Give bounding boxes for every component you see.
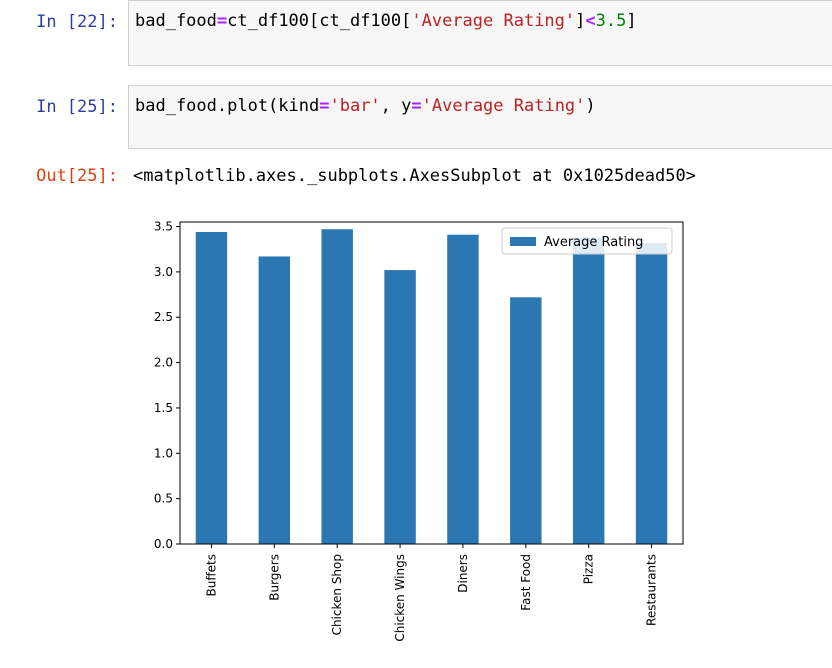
input-prompt: In [22]: xyxy=(36,12,118,32)
chart-bar xyxy=(572,237,605,544)
code-operator: = xyxy=(319,96,330,116)
chart-bar xyxy=(447,234,479,544)
code-operator: = xyxy=(216,11,228,31)
bar-chart: 0.0 0.5 1.0 1.5 2.0 2.5 3.0 3.5 Buffets Burgers Ch… xyxy=(154,220,684,642)
y-tick-label: 2.5 xyxy=(154,310,173,324)
code-editor[interactable]: bad_food.plot(kind='bar', y='Average Rat… xyxy=(128,85,832,149)
axes-frame xyxy=(179,221,684,545)
x-tick-label: Restaurants xyxy=(645,554,659,626)
code-token: bad_food.plot(kind xyxy=(135,96,320,116)
chart-bar xyxy=(195,231,228,544)
output-prompt: Out[25]: xyxy=(36,166,118,186)
code-token: ct_df100[ct_df100[ xyxy=(227,11,412,31)
code-token: ] xyxy=(626,11,637,31)
chart-bar xyxy=(635,242,668,544)
chart-bar xyxy=(321,229,353,544)
x-tick-label: Chicken Shop xyxy=(330,554,344,635)
y-tick-label: 3.0 xyxy=(154,265,173,279)
code-number: 3.5 xyxy=(595,11,627,31)
y-tick-label: 3.5 xyxy=(154,220,173,234)
code-token: bad_food xyxy=(135,11,217,31)
legend-label: Average Rating xyxy=(544,235,643,250)
code-string: 'Average Rating' xyxy=(421,96,586,116)
code-cell-2[interactable]: In [25]: bad_food.plot(kind='bar', y='Av… xyxy=(0,85,832,151)
y-tick-label: 1.5 xyxy=(154,401,173,415)
y-tick-label: 1.0 xyxy=(154,446,173,460)
code-token: ] xyxy=(575,11,586,31)
x-tick-label: Pizza xyxy=(582,554,596,584)
input-prompt: In [25]: xyxy=(36,97,118,117)
y-tick-label: 2.0 xyxy=(154,356,173,370)
chart-bar xyxy=(384,270,416,544)
chart-bar xyxy=(510,297,542,544)
code-operator: = xyxy=(411,96,422,116)
legend-box xyxy=(501,227,673,255)
output-text: <matplotlib.axes._subplots.AxesSubplot a… xyxy=(133,166,696,186)
legend-swatch xyxy=(510,237,536,246)
code-string: 'bar' xyxy=(329,96,381,116)
code-editor[interactable]: bad_food=ct_df100[ct_df100['Average Rati… xyxy=(128,0,832,66)
x-tick-label: Diners xyxy=(456,554,470,593)
code-operator: < xyxy=(585,11,596,31)
chart-bar xyxy=(258,256,291,544)
x-tick-label: Buffets xyxy=(204,554,218,596)
y-tick-label: 0.5 xyxy=(154,492,173,506)
x-tick-label: Chicken Wings xyxy=(393,554,407,642)
x-tick-label: Fast Food xyxy=(519,554,533,611)
y-tick-label: 0.0 xyxy=(154,537,173,551)
x-tick-label: Burgers xyxy=(267,554,281,601)
code-token: ) xyxy=(585,96,596,116)
code-string: 'Average Rating' xyxy=(411,11,576,31)
code-cell-1[interactable]: In [22]: bad_food=ct_df100[ct_df100['Ave… xyxy=(0,0,832,68)
code-token: , y xyxy=(380,96,412,116)
